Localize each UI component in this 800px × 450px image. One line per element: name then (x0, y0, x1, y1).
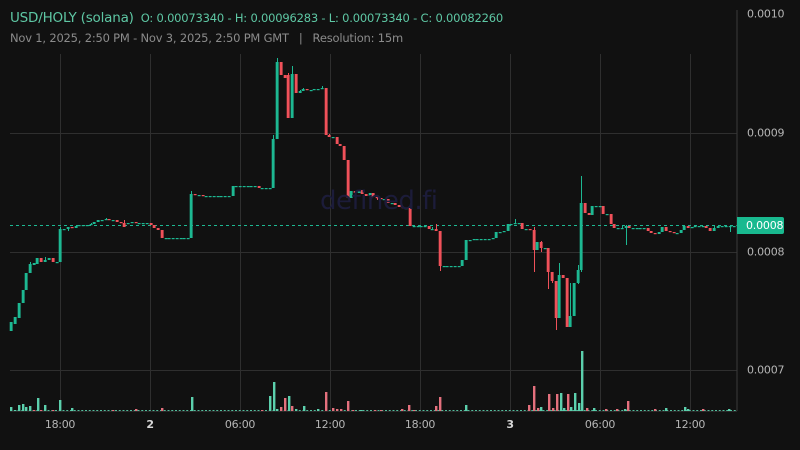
x-tick-label: 06:00 (224, 418, 256, 431)
date-range: Nov 1, 2025, 2:50 PM - Nov 3, 2025, 2:50… (10, 31, 289, 45)
y-tick-label: 0.0010 (747, 7, 785, 21)
y-tick-label: 0.0008 (747, 245, 785, 259)
chart-header: USD/HOLY (solana) O: 0.00073340 - H: 0.0… (10, 10, 503, 45)
watermark-logo: defined.fi (320, 186, 438, 216)
y-tick-label: 0.0009 (747, 126, 785, 140)
x-tick-label: 12:00 (674, 418, 706, 431)
grid-lines (10, 54, 737, 412)
separator: | (298, 31, 303, 45)
y-tick-label: 0.0007 (747, 363, 785, 377)
x-tick-label: 18:00 (44, 418, 76, 431)
x-tick-label: 3 (506, 418, 514, 431)
volume-bars (10, 351, 736, 411)
ohlc-values: O: 0.00073340 - H: 0.00096283 - L: 0.000… (140, 11, 503, 25)
x-tick-label: 2 (146, 418, 154, 431)
candles (9, 58, 736, 331)
current-price-tag: 0.0008 (737, 217, 784, 234)
subtitle-row: Nov 1, 2025, 2:50 PM - Nov 3, 2025, 2:50… (10, 31, 503, 45)
x-tick-label: 06:00 (584, 418, 616, 431)
title-row: USD/HOLY (solana) O: 0.00073340 - H: 0.0… (10, 10, 503, 26)
x-tick-label: 12:00 (314, 418, 346, 431)
resolution: Resolution: 15m (312, 31, 404, 45)
x-tick-label: 18:00 (404, 418, 436, 431)
pair-title: USD/HOLY (solana) (10, 10, 134, 26)
